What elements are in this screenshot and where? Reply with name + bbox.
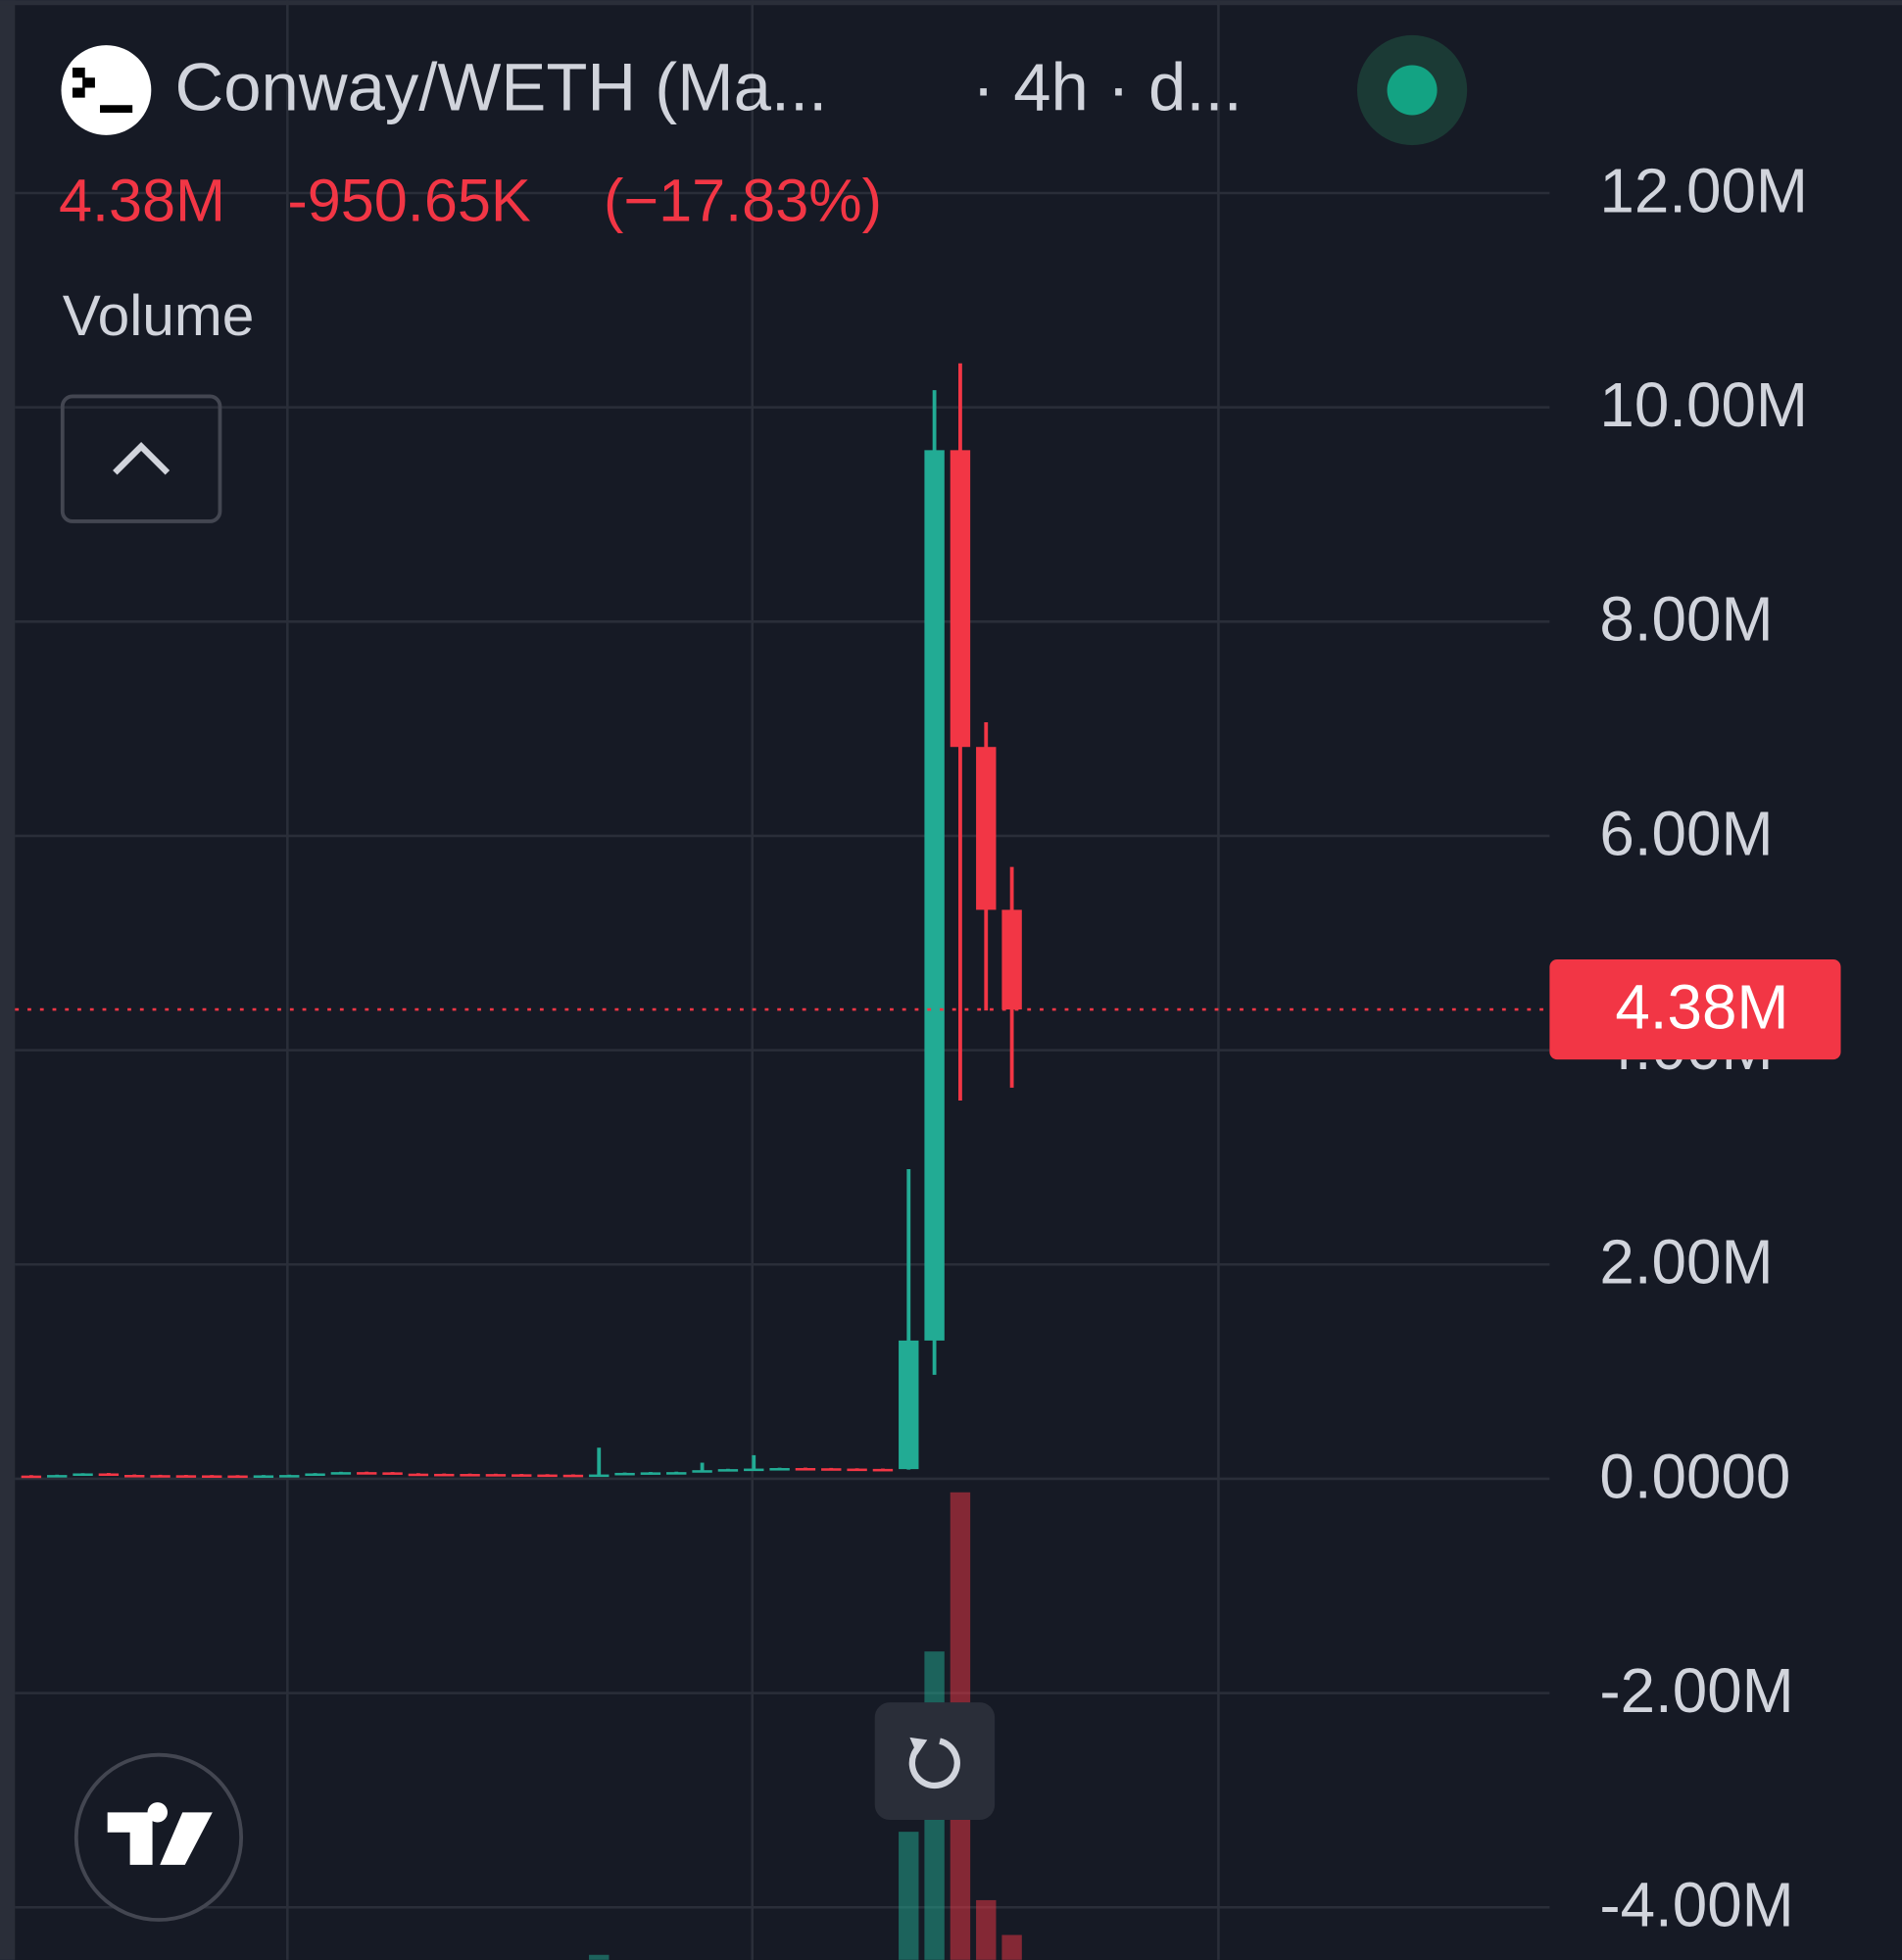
y-tick-label: 2.00M [1599, 1227, 1773, 1298]
candle-body [253, 1475, 274, 1478]
candle-body [589, 1474, 610, 1478]
candle-body [382, 1472, 403, 1475]
candle-body [666, 1472, 687, 1475]
candle-body [640, 1472, 661, 1475]
candle-body [227, 1475, 248, 1479]
candle-body [872, 1468, 894, 1472]
volume-bar [899, 1832, 919, 1960]
y-tick-label: 6.00M [1599, 798, 1773, 868]
y-tick-label: 10.00M [1599, 369, 1808, 440]
y-tick-label: -4.00M [1599, 1870, 1793, 1940]
candle-body [537, 1474, 558, 1478]
candle-body [614, 1472, 635, 1476]
volume-bar [589, 1954, 610, 1960]
candle-body [408, 1473, 429, 1477]
legend-last: 4.38M [59, 167, 225, 233]
legend-change-pct: (−17.83%) [604, 167, 882, 233]
header: Conway/WETH (Ma... · 4h · d... 4.38M -95… [59, 34, 1468, 523]
candle-body [21, 1475, 42, 1479]
candle-body [124, 1474, 145, 1478]
legend-change: -950.65K [287, 167, 531, 233]
candle-body [976, 747, 997, 910]
reset-icon [908, 1738, 960, 1789]
candle-body [279, 1475, 300, 1478]
candle-body [175, 1475, 197, 1478]
top-edge [0, 0, 1902, 6]
volume-bar [1001, 1935, 1022, 1960]
volume-bar [976, 1899, 997, 1960]
candle-body [330, 1472, 352, 1475]
candle-body [150, 1475, 171, 1478]
candle-body [950, 450, 971, 748]
tv-logo [107, 1802, 213, 1865]
tv-logo-ring[interactable] [73, 1752, 244, 1922]
candle-body [434, 1473, 455, 1477]
y-tick-label: 8.00M [1599, 584, 1773, 655]
candle-body [847, 1468, 867, 1472]
symbol-title: Conway/WETH (Ma... [175, 50, 828, 125]
candle-body [460, 1474, 480, 1477]
candle-body [512, 1474, 532, 1477]
candle-body [562, 1474, 584, 1478]
y-tick-label: -2.00M [1599, 1655, 1793, 1726]
candle-body [692, 1470, 712, 1473]
last-price-label: 4.38M [1615, 971, 1788, 1042]
candle-body [899, 1340, 919, 1470]
candle-body [744, 1468, 764, 1472]
candle-body [795, 1468, 816, 1471]
candle-body [202, 1475, 222, 1478]
candle-body [357, 1472, 377, 1475]
y-tick-label: 12.00M [1599, 155, 1808, 225]
status-dot [1387, 65, 1438, 116]
candle-body [1001, 909, 1022, 1010]
candle-body [73, 1473, 93, 1477]
collapse-button[interactable] [60, 394, 222, 523]
candle-body [769, 1468, 790, 1471]
candle-body [305, 1473, 325, 1477]
candle-body [821, 1468, 842, 1471]
left-edge [0, 0, 16, 1960]
candle-body [47, 1475, 68, 1478]
time-grid [286, 0, 1220, 1960]
reset-arrow [909, 1737, 928, 1755]
candle-body [485, 1474, 507, 1477]
interval: · 4h · d... [972, 50, 1243, 125]
reset-button[interactable] [874, 1702, 996, 1820]
overlay: 12.00M10.00M8.00M6.00M4.00M2.00M0.0000-2… [73, 155, 1841, 1940]
candle-body [717, 1469, 739, 1472]
y-tick-label: 0.0000 [1599, 1441, 1790, 1511]
volume-title: Volume [63, 284, 255, 348]
candle-body [924, 450, 945, 1341]
candle-body [98, 1473, 120, 1477]
last-price-box [1549, 959, 1841, 1060]
chevron-up [113, 441, 171, 475]
icon-glyph [72, 68, 133, 113]
